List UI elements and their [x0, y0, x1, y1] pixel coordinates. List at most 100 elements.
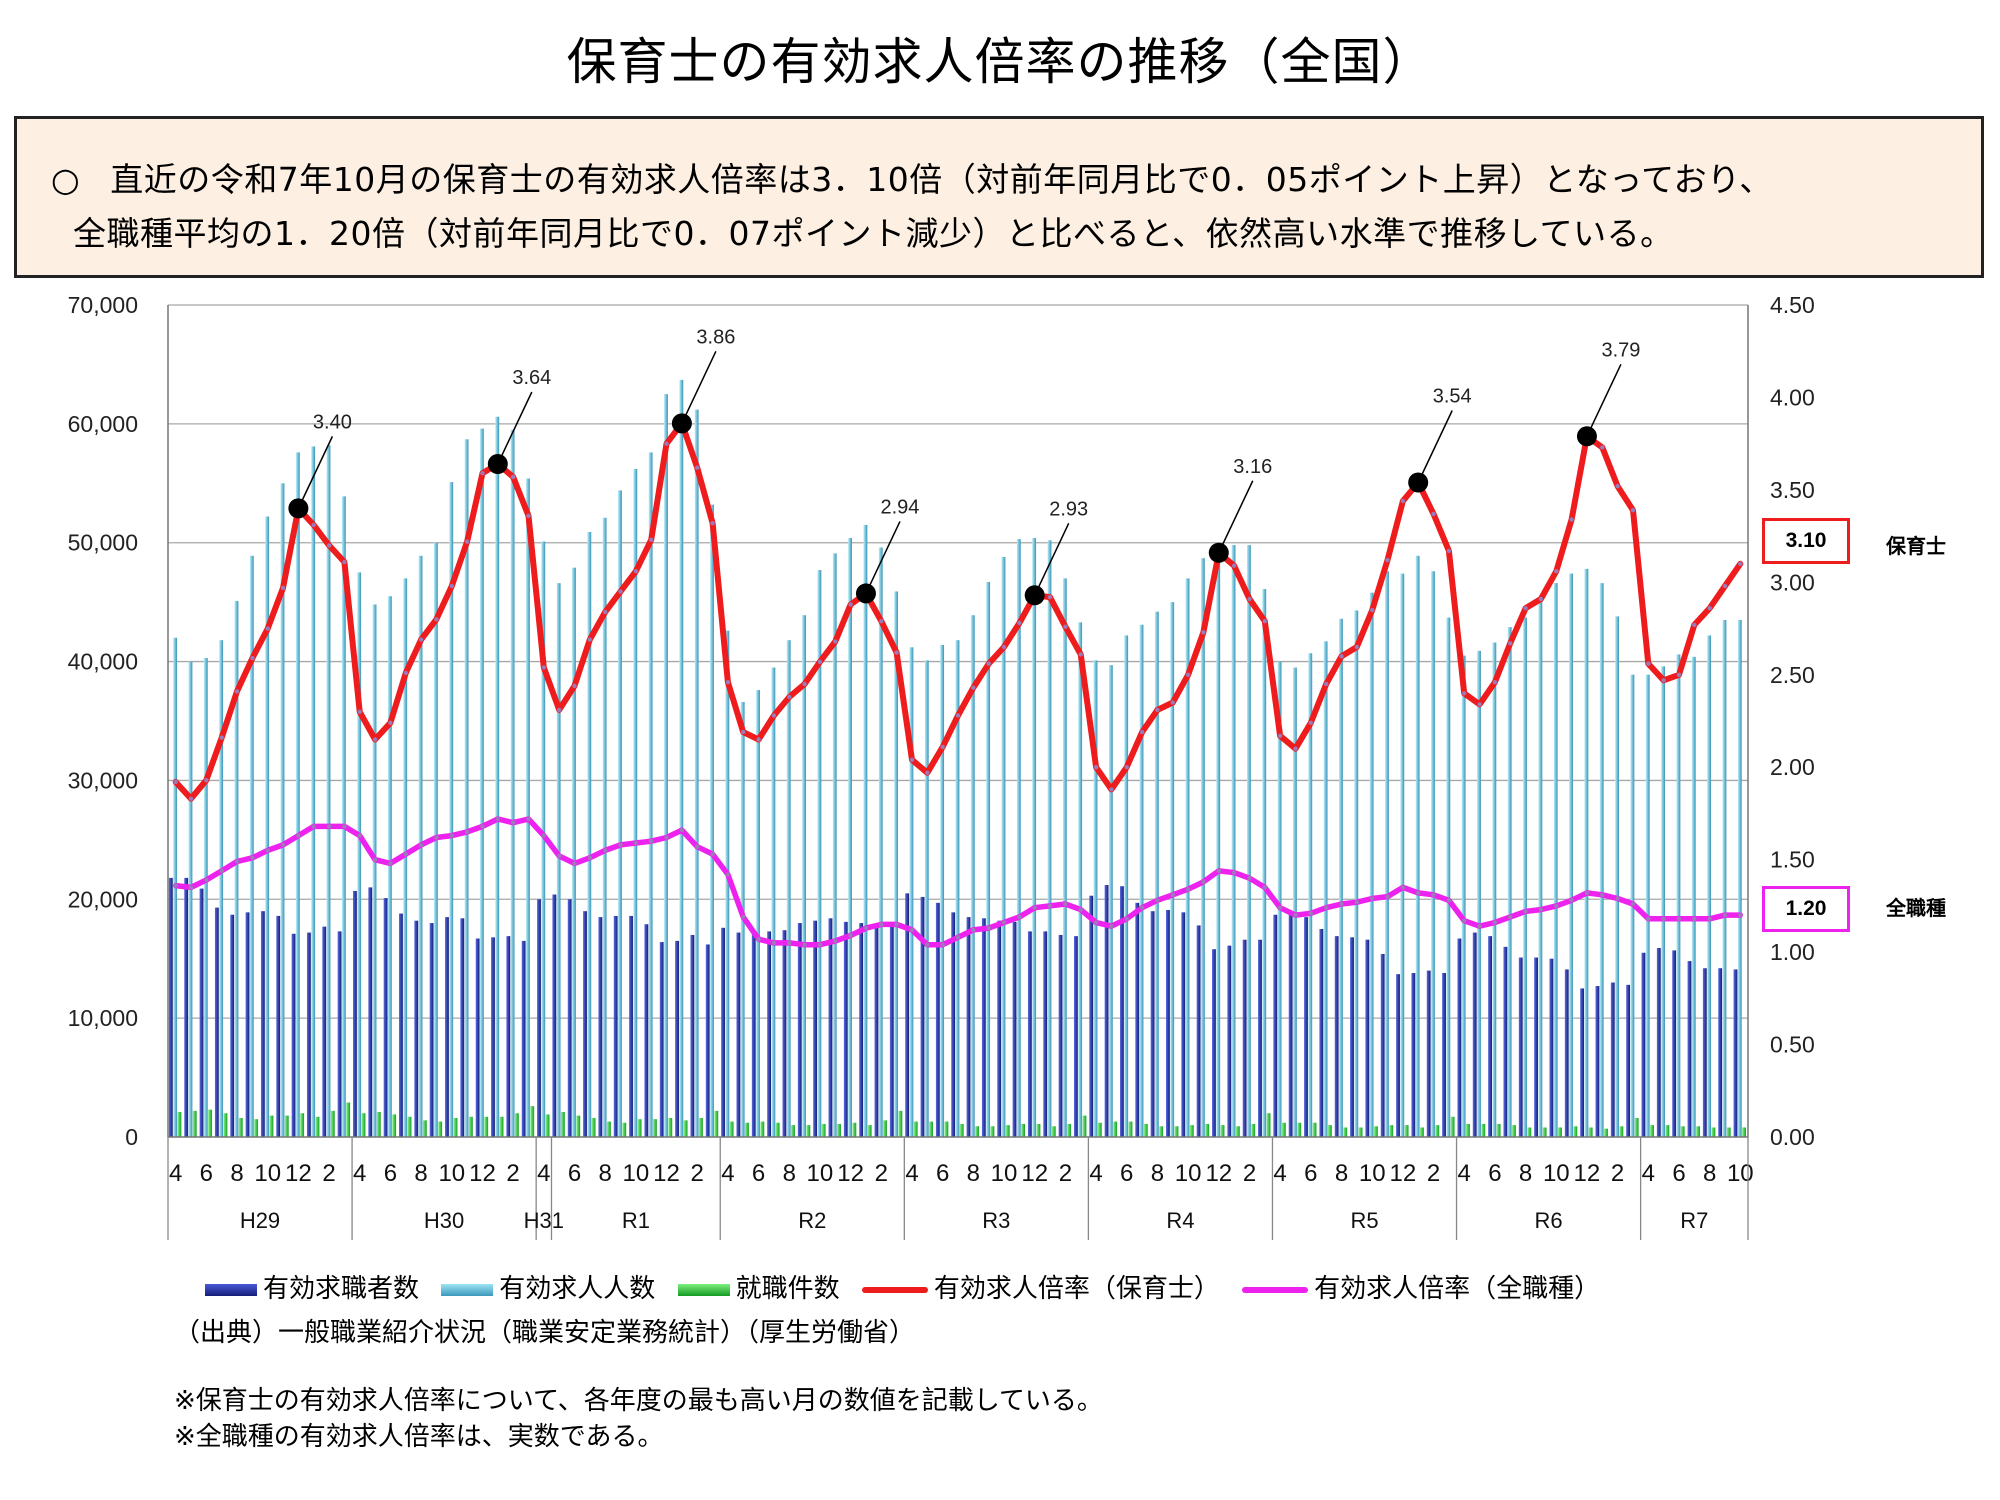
right-axis-tick: 3.00: [1770, 569, 1815, 595]
openings-bar: [1400, 573, 1405, 1137]
x-tick-label: 12: [1021, 1160, 1048, 1187]
seekers-bar: [1288, 913, 1293, 1137]
placements-bar: [1220, 1125, 1225, 1137]
x-tick-label: 10: [254, 1160, 281, 1187]
ratio-hoiku-line-point: [787, 694, 792, 700]
seekers-bar: [1702, 968, 1707, 1137]
ratio-hoiku-line-point: [1569, 517, 1574, 522]
placements-bar: [1680, 1126, 1685, 1137]
placements-bar: [376, 1112, 381, 1137]
ratio-hoiku-line-point: [1508, 641, 1513, 646]
x-tick-label: 12: [837, 1160, 864, 1187]
placements-bar: [1481, 1123, 1486, 1137]
seekers-bar: [199, 888, 204, 1137]
placements-bar: [913, 1121, 918, 1137]
ratio-hoiku-line-point: [1047, 594, 1053, 600]
ratio-all-line-point: [1032, 905, 1037, 910]
x-tick-label: 2: [691, 1160, 704, 1187]
seekers-bar: [1656, 948, 1661, 1137]
peak-leader: [1034, 522, 1070, 596]
placements-bar: [238, 1117, 243, 1137]
ratio-all-line-point: [234, 859, 240, 864]
openings-bar: [1078, 622, 1083, 1137]
placements-bar: [1159, 1126, 1164, 1137]
ratio-all-line-point: [955, 935, 961, 940]
openings-bar: [1154, 611, 1159, 1137]
placements-bar: [760, 1121, 765, 1137]
openings-bar: [817, 570, 822, 1137]
placements-bar: [1466, 1123, 1470, 1137]
axes: [167, 305, 1749, 1138]
seekers-bar: [537, 899, 541, 1137]
ratio-hoiku-line-point: [541, 665, 546, 670]
seekers-bar: [383, 898, 388, 1137]
ratio-all-line-point: [1477, 924, 1482, 929]
seekers-bar: [168, 877, 173, 1137]
placements-bar: [1588, 1127, 1593, 1137]
openings-bar: [1231, 545, 1236, 1137]
openings-bar: [188, 661, 193, 1137]
openings-bar: [219, 640, 224, 1137]
ratio-all-line-point: [296, 833, 301, 838]
ratio-hoiku-line-markers: [173, 421, 1743, 801]
ratio-hoiku-line-point: [204, 778, 209, 783]
peak-label: 3.79: [1601, 339, 1640, 361]
x-tick-label: 8: [599, 1160, 612, 1187]
seekers-bar: [399, 913, 403, 1137]
ratio-hoiku-line-point: [971, 685, 976, 690]
ratio-hoiku-line-point: [388, 720, 393, 725]
x-tick-label: 4: [905, 1160, 918, 1187]
placements-bar: [1374, 1126, 1378, 1137]
seekers-bar: [782, 930, 787, 1137]
x-tick-label: 8: [1335, 1160, 1348, 1187]
openings-bar: [1339, 618, 1343, 1137]
legend-openings-label: 有効求人人数: [499, 1274, 656, 1304]
peak-leader: [497, 391, 533, 465]
seekers-bar: [583, 911, 587, 1137]
ratio-all-line-point: [1339, 901, 1344, 907]
ratio-all-line-point: [342, 824, 347, 829]
placements-bar: [1143, 1123, 1148, 1137]
openings-bar: [1323, 641, 1328, 1137]
seekers-bar: [859, 923, 864, 1137]
legend-ratio-all: 有効求人倍率（全職種）: [1242, 1268, 1600, 1305]
right-axis-tick: 1.50: [1770, 847, 1815, 873]
openings-bar: [295, 452, 300, 1137]
ratio-all-line-point: [1738, 912, 1743, 918]
ratio-hoiku-line-point: [1385, 557, 1390, 563]
seekers-bar: [1733, 969, 1738, 1137]
openings-bar: [1216, 546, 1221, 1137]
openings-bar: [894, 591, 899, 1137]
placements-bar: [177, 1112, 182, 1137]
seekers-bar: [414, 920, 419, 1137]
right-axis-tick: 1.00: [1770, 939, 1815, 965]
peak-leader: [1218, 480, 1254, 554]
ratio-hoiku-line-point: [173, 779, 178, 785]
x-tick-label: 4: [1642, 1160, 1655, 1187]
openings-bar: [1599, 583, 1604, 1137]
ratio-hoiku-line-point: [649, 537, 654, 542]
seekers-bar: [429, 923, 434, 1137]
seekers-bar: [1273, 914, 1278, 1137]
openings-bar: [1707, 635, 1712, 1137]
seekers-bar: [659, 942, 664, 1137]
seekers-bar: [828, 918, 833, 1137]
placements-bar: [223, 1113, 228, 1137]
ratio-hoiku-line-point: [1630, 508, 1636, 513]
openings-bar: [1062, 578, 1067, 1137]
x-tick-label: 10: [623, 1160, 650, 1187]
ratio-all-line-point: [1201, 879, 1206, 885]
placements-bar: [1312, 1122, 1317, 1137]
openings-bar: [1523, 617, 1527, 1137]
seekers-bar: [905, 893, 910, 1137]
x-tick-label: 8: [414, 1160, 427, 1187]
ratio-all-line-point: [1569, 898, 1574, 903]
ratio-hoiku-line-point: [879, 619, 884, 624]
seekers-bar: [1258, 939, 1262, 1137]
placements-bar: [254, 1119, 259, 1137]
seekers-bar: [506, 936, 511, 1137]
ratio-all-line-point: [971, 927, 976, 933]
x-tick-label: 2: [1427, 1160, 1440, 1187]
placements-bar: [1021, 1123, 1026, 1137]
x-tick-label: 4: [353, 1160, 366, 1187]
